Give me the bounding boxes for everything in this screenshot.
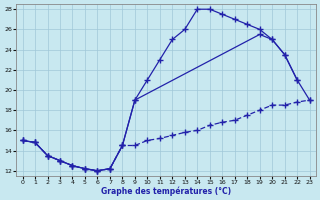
- X-axis label: Graphe des températures (°C): Graphe des températures (°C): [101, 186, 231, 196]
